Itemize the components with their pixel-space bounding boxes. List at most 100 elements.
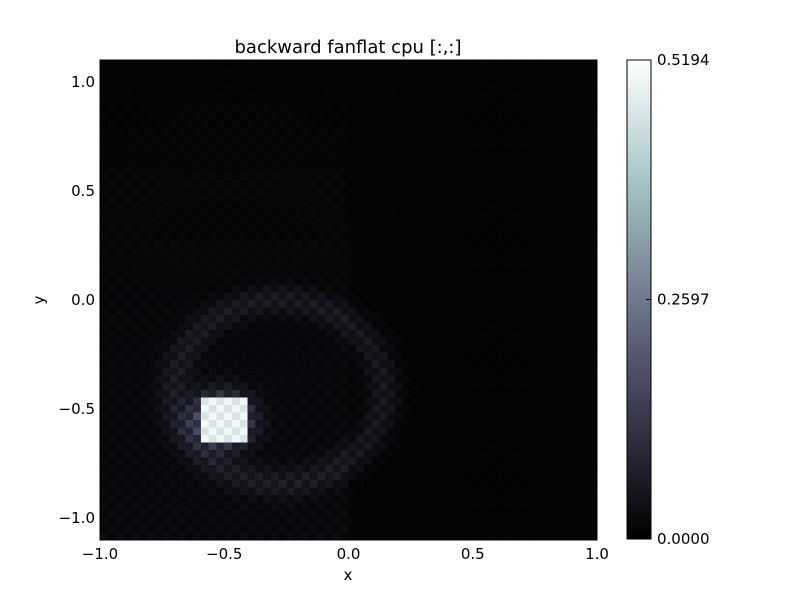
heatmap-cell (255, 367, 264, 376)
heatmap-cell (371, 105, 380, 113)
heatmap-cell (550, 82, 559, 91)
heatmap-cell (232, 315, 241, 323)
heatmap-cell (488, 142, 497, 151)
heatmap-cell (340, 285, 349, 293)
heatmap-cell (379, 150, 388, 158)
heatmap-cell (511, 360, 520, 368)
heatmap-cell (309, 112, 318, 121)
heatmap-cell (581, 292, 590, 301)
heatmap-cell (379, 307, 388, 316)
heatmap-cell (208, 277, 217, 286)
heatmap-cell (519, 465, 528, 473)
heatmap-cell (457, 127, 466, 136)
heatmap-cell (418, 405, 427, 413)
heatmap-cell (115, 352, 124, 361)
heatmap-cell (294, 345, 303, 353)
heatmap-cell (200, 180, 210, 188)
heatmap-cell (286, 270, 295, 278)
heatmap-cell (325, 502, 334, 511)
heatmap-cell (301, 457, 311, 466)
heatmap-cell (340, 90, 349, 98)
heatmap-cell (496, 262, 505, 271)
heatmap-cell (332, 435, 342, 443)
heatmap-cell (480, 202, 489, 211)
heatmap-cell (441, 352, 450, 361)
heatmap-cell (488, 420, 497, 428)
heatmap-cell (255, 285, 264, 293)
heatmap-cell (255, 195, 264, 203)
heatmap-cell (247, 262, 256, 271)
heatmap-cell (581, 465, 590, 473)
heatmap-cell (115, 225, 124, 233)
heatmap-cell (255, 465, 264, 473)
heatmap-cell (565, 225, 575, 233)
heatmap-cell (480, 532, 489, 541)
heatmap-cell (457, 187, 466, 196)
heatmap-cell (402, 217, 412, 226)
heatmap-cell (542, 420, 551, 428)
heatmap-cell (457, 367, 466, 376)
heatmap-cell (402, 165, 412, 173)
heatmap-cell (441, 420, 450, 428)
heatmap-cell (464, 112, 474, 121)
heatmap-cell (123, 90, 132, 98)
heatmap-cell (123, 457, 132, 466)
heatmap-cell (216, 360, 225, 368)
heatmap-cell (239, 420, 248, 428)
heatmap-cell (154, 435, 163, 443)
heatmap-cell (263, 360, 272, 368)
heatmap-cell (340, 187, 349, 196)
heatmap-cell (169, 307, 179, 316)
heatmap-cell (177, 472, 186, 481)
heatmap-cell (208, 217, 217, 226)
heatmap-cell (534, 112, 544, 121)
heatmap-cell (371, 330, 380, 338)
heatmap-cell (255, 262, 264, 271)
heatmap-cell (348, 502, 357, 511)
heatmap-cell (387, 75, 396, 83)
heatmap-cell (154, 307, 163, 316)
heatmap-cell (395, 412, 404, 421)
heatmap-cell (534, 397, 544, 406)
heatmap-cell (286, 420, 295, 428)
heatmap-cell (488, 517, 497, 526)
heatmap-cell (270, 75, 280, 83)
heatmap-cell (100, 127, 109, 136)
heatmap-cell (317, 420, 326, 428)
heatmap-cell (332, 60, 342, 68)
heatmap-cell (480, 420, 489, 428)
heatmap-cell (348, 187, 357, 196)
heatmap-cell (464, 195, 474, 203)
heatmap-cell (200, 255, 210, 263)
heatmap-cell (418, 180, 427, 188)
heatmap-cell (185, 315, 194, 323)
heatmap-cell (278, 472, 287, 481)
heatmap-cell (340, 255, 349, 263)
heatmap-cell (457, 502, 466, 511)
heatmap-cell (488, 217, 497, 226)
heatmap-cell (138, 390, 147, 398)
heatmap-cell (573, 165, 582, 173)
heatmap-cell (503, 397, 512, 406)
heatmap-cell (216, 262, 225, 271)
heatmap-cell (107, 165, 116, 173)
heatmap-cell (100, 277, 109, 286)
heatmap-cell (224, 112, 233, 121)
heatmap-cell (472, 345, 481, 353)
heatmap-cell (581, 255, 590, 263)
heatmap-cell (138, 435, 147, 443)
heatmap-cell (550, 412, 559, 421)
heatmap-cell (527, 262, 536, 271)
heatmap-cell (387, 172, 396, 181)
heatmap-cell (565, 135, 575, 143)
heatmap-cell (208, 247, 217, 256)
heatmap-cell (589, 97, 598, 106)
heatmap-cell (418, 247, 427, 256)
heatmap-cell (542, 105, 551, 113)
heatmap-cell (255, 435, 264, 443)
heatmap-cell (309, 187, 318, 196)
heatmap-cell (169, 457, 179, 466)
heatmap-cell (278, 202, 287, 211)
heatmap-cell (464, 210, 474, 218)
heatmap-cell (107, 487, 116, 496)
